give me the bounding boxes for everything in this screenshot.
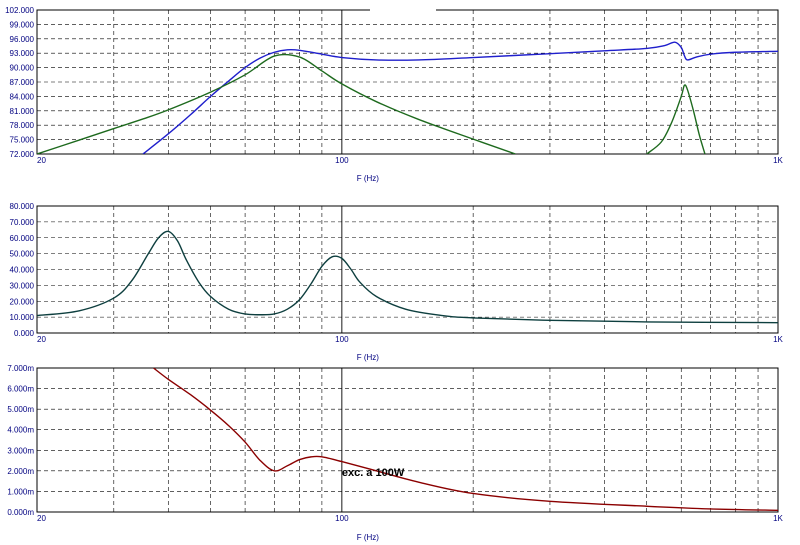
y-tick-label: 87.000 — [10, 78, 35, 87]
y-tick-label: 60.000 — [10, 234, 35, 243]
x-tick-label: 1K — [773, 514, 783, 523]
y-tick-label: 0.000m — [7, 508, 34, 517]
y-tick-label: 6.000m — [7, 385, 34, 394]
y-tick-label: 70.000 — [10, 218, 35, 227]
series-line-1-1 — [142, 41, 778, 154]
chart-panel-1: 102.000 99.000 96.000 93.000 90.000 87.000 84.… — [5, 6, 783, 183]
y-tick-label: 30.000 — [10, 281, 35, 290]
chart-panel-2: 80.000 70.000 60.000 50.000 40.000 30.000 20.0… — [10, 202, 784, 362]
y-tick-label: 2.000m — [7, 467, 34, 476]
x-axis-title: F (Hz) — [357, 533, 380, 542]
y-tick-label: 7.000m — [7, 364, 34, 373]
y-tick-label: 1.000m — [7, 487, 34, 496]
plot-frame — [36, 205, 779, 334]
y-tick-label: 78.000 — [10, 121, 35, 130]
x-tick-label: 1K — [773, 335, 783, 344]
y-tick-label: 102.000 — [5, 6, 34, 15]
series-line-3-1 — [153, 368, 778, 512]
y-tick-label: 96.000 — [10, 35, 35, 44]
frame-gap — [370, 8, 436, 12]
y-tick-label: 20.000 — [10, 297, 35, 306]
x-tick-label: 100 — [335, 156, 349, 165]
x-tick-label: 100 — [335, 514, 349, 523]
annotation-label: exc. a 100W — [342, 467, 405, 479]
chart-panel-3: 7.000m 6.000m 5.000m 4.000m 3.000m 2.000m 1.00… — [7, 364, 783, 542]
x-tick-label: 1K — [773, 156, 783, 165]
y-tick-label: 84.000 — [10, 92, 35, 101]
x-axis-title: F (Hz) — [357, 174, 380, 183]
y-tick-label: 10.000 — [10, 313, 35, 322]
y-tick-label: 3.000m — [7, 446, 34, 455]
y-tick-label: 81.000 — [10, 107, 35, 116]
x-tick-label: 20 — [37, 335, 46, 344]
y-tick-label: 90.000 — [10, 64, 35, 73]
series-line-1-2 — [37, 53, 516, 154]
y-tick-label: 5.000m — [7, 405, 34, 414]
y-tick-label: 99.000 — [10, 20, 35, 29]
series-line-2-1 — [37, 230, 778, 324]
plot-frame — [36, 367, 779, 513]
x-tick-label: 20 — [37, 514, 46, 523]
y-tick-label: 0.000 — [14, 329, 35, 338]
y-tick-label: 40.000 — [10, 266, 35, 275]
y-tick-label: 93.000 — [10, 49, 35, 58]
x-axis-title: F (Hz) — [357, 353, 380, 362]
x-tick-label: 20 — [37, 156, 46, 165]
y-tick-label: 80.000 — [10, 202, 35, 211]
series-line-1-3 — [646, 84, 706, 154]
y-tick-label: 50.000 — [10, 250, 35, 259]
y-tick-label: 75.000 — [10, 136, 35, 145]
y-tick-label: 4.000m — [7, 426, 34, 435]
x-tick-label: 100 — [335, 335, 349, 344]
y-tick-label: 72.000 — [10, 150, 35, 159]
